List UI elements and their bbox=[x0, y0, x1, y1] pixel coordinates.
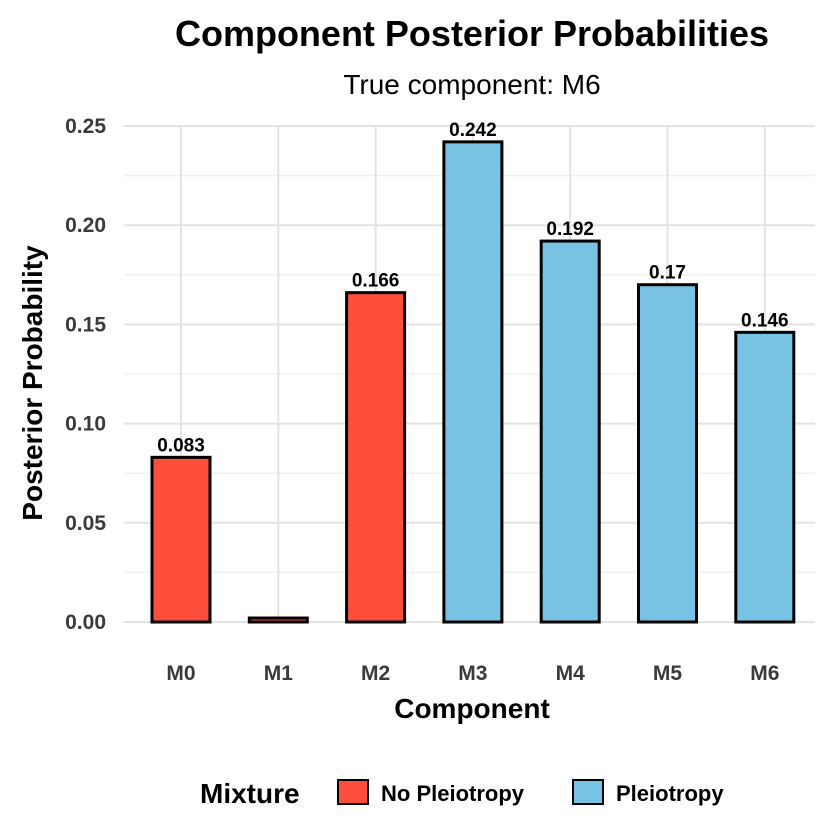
bar-m0 bbox=[150, 455, 212, 624]
x-tick-label: M6 bbox=[750, 662, 779, 685]
data-label-m3: 0.242 bbox=[449, 120, 497, 141]
bar-m3 bbox=[442, 140, 504, 624]
x-tick-label: M0 bbox=[166, 662, 195, 685]
x-tick-label: M1 bbox=[264, 662, 293, 685]
y-tick-label: 0.10 bbox=[65, 413, 106, 436]
bar-m6 bbox=[734, 330, 796, 624]
bars: 0.083 0.166 0.242 0.192 0.17 0.146 bbox=[150, 120, 796, 624]
data-label-m2: 0.166 bbox=[352, 271, 400, 292]
x-tick-label: M2 bbox=[361, 662, 390, 685]
data-label-m6: 0.146 bbox=[741, 310, 789, 331]
x-tick-label: M4 bbox=[556, 662, 585, 685]
data-label-m0: 0.083 bbox=[157, 435, 205, 456]
legend-title: Mixture bbox=[200, 778, 300, 809]
y-tick-label: 0.15 bbox=[65, 313, 106, 336]
legend-swatch-no-pleiotropy bbox=[337, 779, 369, 805]
legend-swatch-pleiotropy bbox=[572, 779, 604, 805]
legend-label-no-pleiotropy: No Pleiotropy bbox=[381, 781, 525, 806]
legend: Mixture No Pleiotropy Pleiotropy bbox=[200, 778, 724, 809]
x-tick-label: M3 bbox=[458, 662, 487, 685]
bar-m1 bbox=[247, 616, 309, 624]
chart-subtitle: True component: M6 bbox=[343, 69, 600, 100]
bar-m4 bbox=[539, 239, 601, 624]
y-tick-label: 0.00 bbox=[65, 611, 106, 634]
chart-title: Component Posterior Probabilities bbox=[175, 13, 769, 54]
y-tick-label: 0.25 bbox=[65, 115, 106, 138]
y-axis-title: Posterior Probability bbox=[17, 245, 48, 521]
data-label-m5: 0.17 bbox=[649, 263, 686, 284]
legend-label-pleiotropy: Pleiotropy bbox=[616, 781, 724, 806]
bar-m2 bbox=[345, 291, 407, 624]
x-axis-ticks: M0 M1 M2 M3 M4 M5 M6 bbox=[166, 662, 779, 685]
y-tick-label: 0.05 bbox=[65, 512, 106, 535]
y-tick-label: 0.20 bbox=[65, 214, 106, 237]
data-label-m4: 0.192 bbox=[546, 219, 594, 240]
x-tick-label: M5 bbox=[653, 662, 682, 685]
y-axis-ticks: 0.00 0.05 0.10 0.15 0.20 0.25 bbox=[65, 115, 106, 634]
x-axis-title: Component bbox=[394, 693, 550, 724]
bar-m5 bbox=[637, 283, 698, 624]
